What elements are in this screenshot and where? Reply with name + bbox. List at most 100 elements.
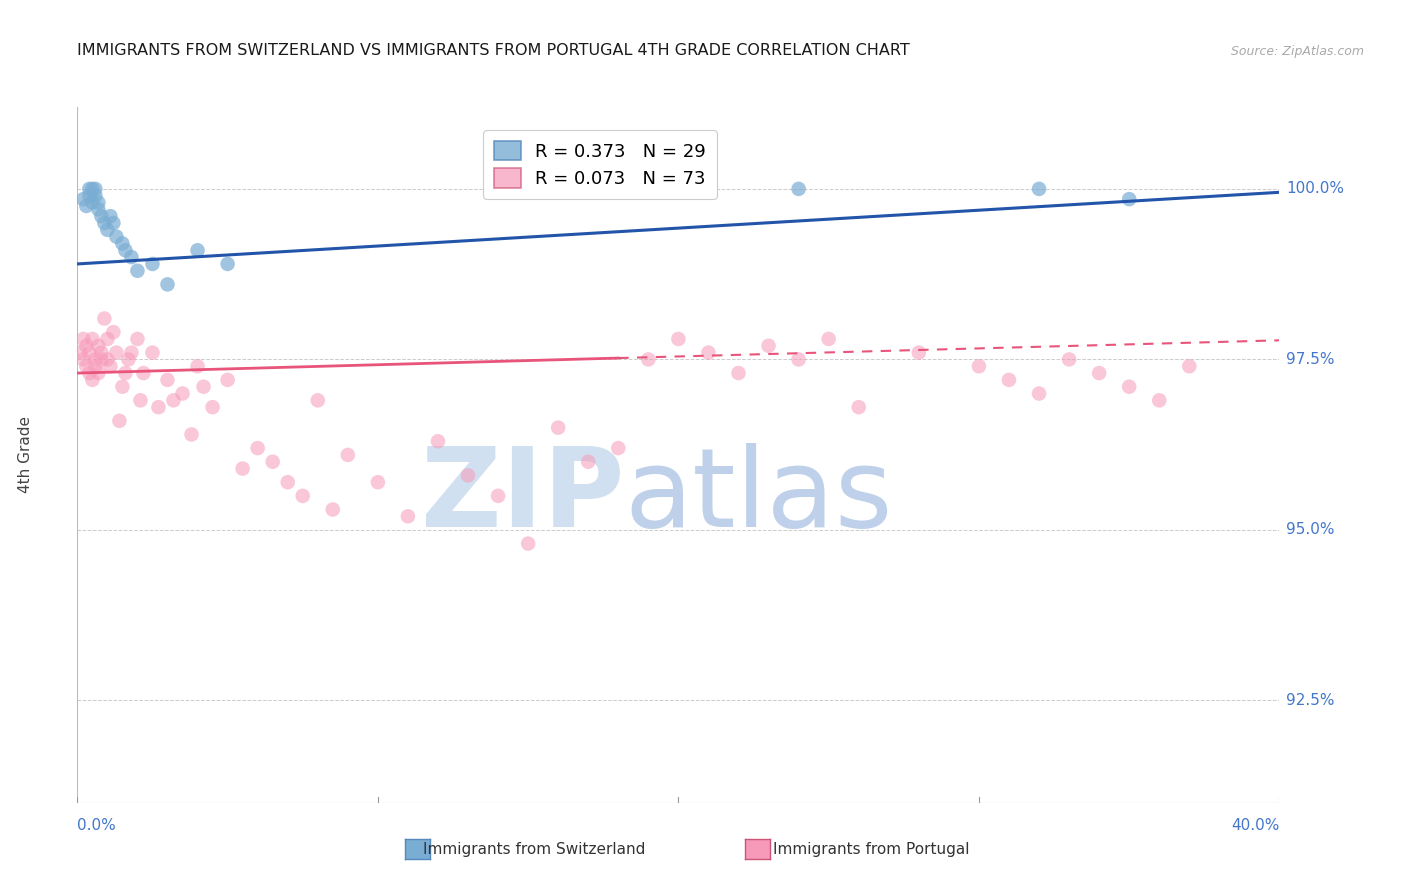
Point bbox=[105, 229, 128, 244]
Point bbox=[96, 352, 118, 367]
Point bbox=[186, 359, 209, 374]
Point bbox=[637, 182, 659, 196]
Point bbox=[547, 420, 569, 434]
Text: 97.5%: 97.5% bbox=[1286, 352, 1334, 367]
Point bbox=[141, 257, 163, 271]
Text: Source: ZipAtlas.com: Source: ZipAtlas.com bbox=[1230, 45, 1364, 58]
Text: ZIP: ZIP bbox=[420, 443, 624, 550]
Text: 0.0%: 0.0% bbox=[77, 818, 117, 832]
Point bbox=[108, 414, 131, 428]
Point bbox=[307, 393, 329, 408]
Point bbox=[562, 186, 585, 200]
Point bbox=[117, 352, 139, 367]
Point bbox=[697, 345, 720, 359]
Point bbox=[120, 250, 142, 264]
Point bbox=[120, 345, 142, 359]
Point bbox=[291, 489, 314, 503]
Text: Immigrants from Portugal: Immigrants from Portugal bbox=[773, 842, 970, 856]
Point bbox=[172, 386, 194, 401]
Point bbox=[72, 192, 94, 206]
Point bbox=[87, 195, 110, 210]
Point bbox=[69, 345, 91, 359]
Point bbox=[156, 373, 179, 387]
Point bbox=[114, 366, 136, 380]
Point bbox=[79, 182, 101, 196]
Point bbox=[1118, 380, 1140, 394]
Point bbox=[127, 332, 149, 346]
Point bbox=[367, 475, 389, 490]
Point bbox=[186, 244, 209, 258]
Text: IMMIGRANTS FROM SWITZERLAND VS IMMIGRANTS FROM PORTUGAL 4TH GRADE CORRELATION CH: IMMIGRANTS FROM SWITZERLAND VS IMMIGRANT… bbox=[77, 43, 910, 58]
Point bbox=[156, 277, 179, 292]
Point bbox=[1028, 182, 1050, 196]
Point bbox=[82, 332, 104, 346]
Point bbox=[90, 352, 112, 367]
Point bbox=[217, 257, 239, 271]
Point bbox=[637, 352, 659, 367]
Point bbox=[1028, 386, 1050, 401]
Point bbox=[217, 373, 239, 387]
Point bbox=[84, 182, 107, 196]
Point bbox=[103, 216, 125, 230]
Point bbox=[148, 400, 170, 414]
Point bbox=[336, 448, 359, 462]
Point bbox=[908, 345, 931, 359]
Point bbox=[1178, 359, 1201, 374]
Point bbox=[100, 359, 122, 374]
Text: Immigrants from Switzerland: Immigrants from Switzerland bbox=[423, 842, 645, 856]
Text: 40.0%: 40.0% bbox=[1232, 818, 1279, 832]
Point bbox=[787, 352, 810, 367]
Text: 92.5%: 92.5% bbox=[1286, 693, 1334, 708]
Point bbox=[129, 393, 152, 408]
Point bbox=[517, 536, 540, 550]
Point bbox=[262, 455, 284, 469]
Point bbox=[84, 352, 107, 367]
Point bbox=[132, 366, 155, 380]
Text: 100.0%: 100.0% bbox=[1286, 181, 1344, 196]
Point bbox=[141, 345, 163, 359]
Point bbox=[727, 366, 749, 380]
Point bbox=[607, 441, 630, 455]
Point bbox=[105, 345, 128, 359]
Point bbox=[114, 244, 136, 258]
Point bbox=[1057, 352, 1080, 367]
Point bbox=[93, 311, 115, 326]
Point bbox=[96, 223, 118, 237]
Point bbox=[111, 236, 134, 251]
Legend: R = 0.373   N = 29, R = 0.073   N = 73: R = 0.373 N = 29, R = 0.073 N = 73 bbox=[484, 130, 717, 199]
Point bbox=[100, 209, 122, 223]
Text: 95.0%: 95.0% bbox=[1286, 523, 1334, 538]
Point bbox=[576, 455, 599, 469]
Point bbox=[87, 202, 110, 217]
Point bbox=[1088, 366, 1111, 380]
Point bbox=[967, 359, 990, 374]
Point bbox=[72, 352, 94, 367]
Point bbox=[668, 332, 690, 346]
Point bbox=[96, 332, 118, 346]
Point bbox=[180, 427, 202, 442]
Point bbox=[103, 325, 125, 339]
Point bbox=[787, 182, 810, 196]
Point bbox=[79, 366, 101, 380]
Point bbox=[82, 195, 104, 210]
Point bbox=[758, 339, 780, 353]
Point bbox=[193, 380, 215, 394]
Point bbox=[201, 400, 224, 414]
Point bbox=[486, 489, 509, 503]
Point bbox=[396, 509, 419, 524]
Point bbox=[84, 188, 107, 202]
Point bbox=[87, 366, 110, 380]
Point bbox=[79, 188, 101, 202]
Point bbox=[127, 264, 149, 278]
Point bbox=[75, 199, 97, 213]
Point bbox=[111, 380, 134, 394]
Point bbox=[322, 502, 344, 516]
Point bbox=[93, 216, 115, 230]
Point bbox=[998, 373, 1021, 387]
Point bbox=[82, 373, 104, 387]
Point bbox=[232, 461, 254, 475]
Text: atlas: atlas bbox=[624, 443, 893, 550]
Point bbox=[82, 182, 104, 196]
Point bbox=[90, 345, 112, 359]
Point bbox=[79, 345, 101, 359]
